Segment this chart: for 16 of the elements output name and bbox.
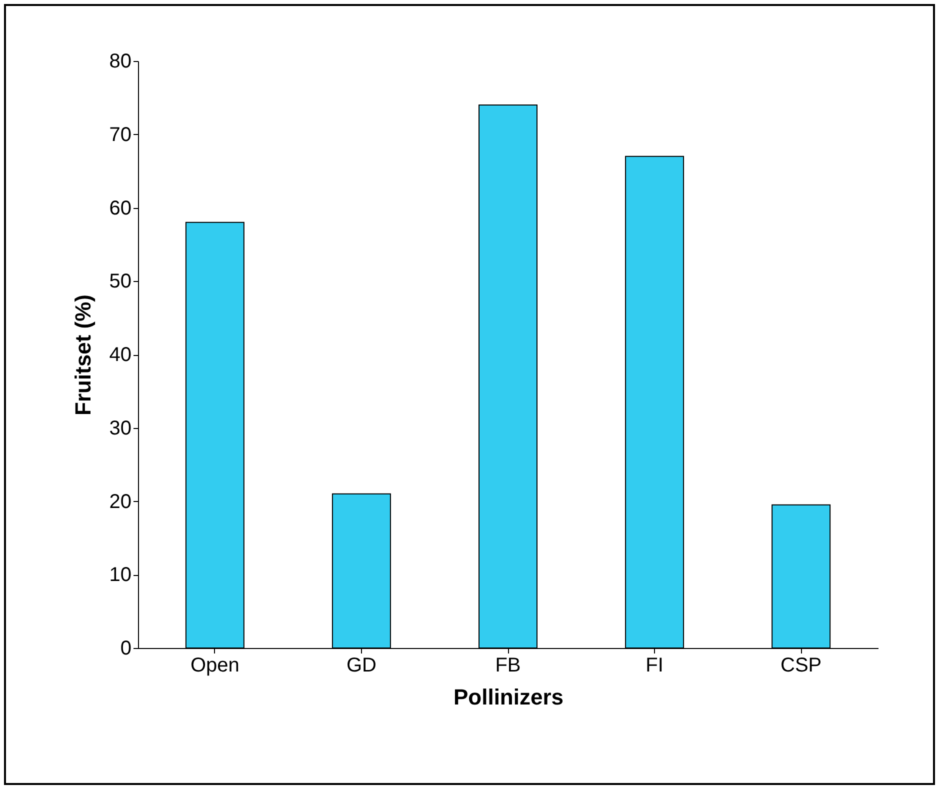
x-axis-title: Pollinizers <box>453 684 564 710</box>
y-tick-label: 30 <box>109 417 132 440</box>
y-tick-label: 80 <box>109 50 132 72</box>
y-tick-label: 0 <box>120 638 132 660</box>
y-tick-label: 20 <box>109 490 132 513</box>
x-tick-label: GD <box>346 654 376 676</box>
x-tick-label: CSP <box>780 654 822 676</box>
y-tick-label: 40 <box>109 344 132 366</box>
x-tick-label: Open <box>190 654 240 676</box>
x-tick-label: FI <box>646 654 664 676</box>
x-tick-label: FB <box>495 654 521 676</box>
y-axis-title: Fruitset (%) <box>70 294 96 416</box>
y-tick-label: 10 <box>109 564 132 586</box>
y-tick-label: 50 <box>109 270 132 293</box>
y-tick-label: 60 <box>109 197 132 220</box>
y-tick-label: 70 <box>109 124 132 146</box>
